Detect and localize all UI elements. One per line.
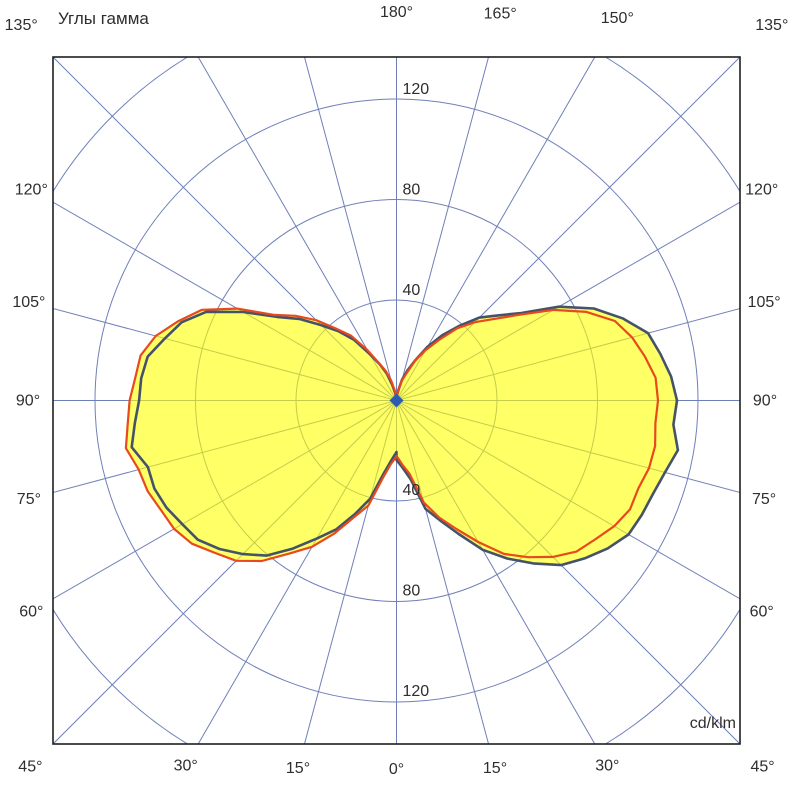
angle-label: 105° [748,294,781,311]
angle-label: 90° [753,393,777,410]
angle-label: 45° [750,759,774,776]
angle-label: 135° [755,17,788,34]
angle-label: 120° [745,182,778,199]
angle-label: 60° [750,603,774,620]
angle-label: 135° [5,17,38,34]
ring-label: 40 [403,482,421,499]
unit-label: cd/klm [689,715,736,732]
angle-label: 105° [12,294,45,311]
ring-label: 80 [403,182,421,199]
angle-label: 165° [484,6,517,23]
angle-label: 75° [17,491,41,508]
grid-radial [396,57,596,401]
angle-label: 30° [174,758,198,775]
angle-label: 150° [601,10,634,27]
angle-label: 120° [15,182,48,199]
angle-label: 45° [18,759,42,776]
ring-label: 120 [403,683,430,700]
plot-border [52,56,741,745]
angle-label: 30° [595,758,619,775]
ring-label: 80 [403,583,421,600]
angle-label: 90° [16,393,40,410]
angle-label: 60° [19,603,43,620]
angle-label: 15° [286,760,310,777]
angle-label: 0° [389,761,404,778]
angle-label: 75° [752,491,776,508]
ring-label: 120 [403,81,430,98]
grid-radial [303,57,397,401]
chart-title: Углы гамма [58,9,149,28]
ring-label: 40 [403,282,421,299]
angle-label: 180° [380,4,413,21]
center-marker [389,393,404,408]
grid-radial [396,57,490,401]
intensity-fill [125,306,678,566]
angle-label: 15° [483,760,507,777]
grid-radial [197,57,397,401]
